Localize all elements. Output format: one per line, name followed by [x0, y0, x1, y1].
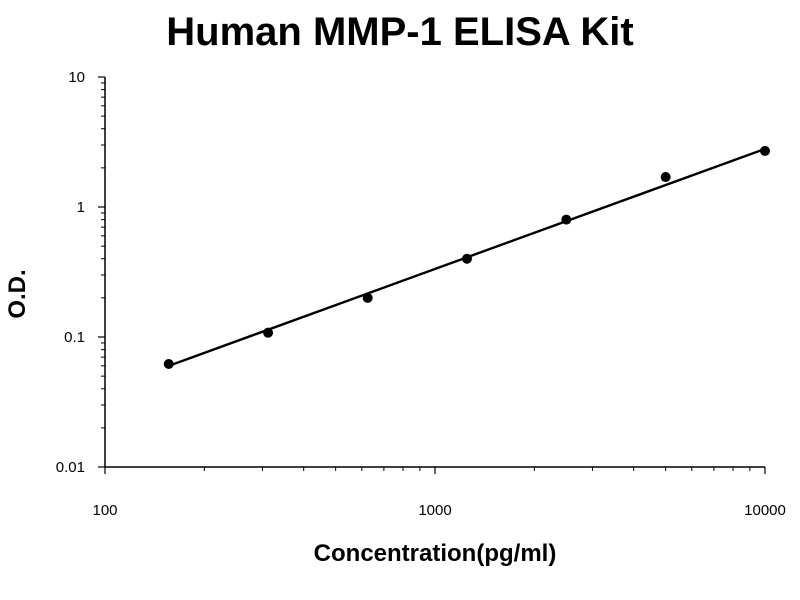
y-tick-label: 0.01	[56, 459, 85, 476]
data-point	[561, 214, 572, 225]
ticks: 0.01 0.1 1 10 100 1000 10000	[56, 69, 786, 519]
axes	[104, 77, 765, 468]
x-tick-label: 10000	[744, 502, 786, 519]
y-tick-label: 10	[68, 69, 85, 86]
x-tick-label: 100	[92, 502, 117, 519]
chart-title: Human MMP-1 ELISA Kit	[166, 10, 634, 54]
data-points	[163, 145, 770, 369]
x-tick-label: 1000	[418, 502, 451, 519]
x-axis-label: Concentration(pg/ml)	[313, 540, 557, 567]
data-point	[660, 172, 671, 183]
y-tick-label: 1	[77, 199, 85, 216]
y-axis-label: O.D.	[4, 269, 31, 319]
data-point	[163, 358, 174, 369]
data-point	[362, 292, 373, 303]
data-point	[760, 145, 770, 156]
data-point	[461, 253, 472, 264]
y-tick-label: 0.1	[64, 329, 85, 346]
data-point	[263, 327, 274, 338]
